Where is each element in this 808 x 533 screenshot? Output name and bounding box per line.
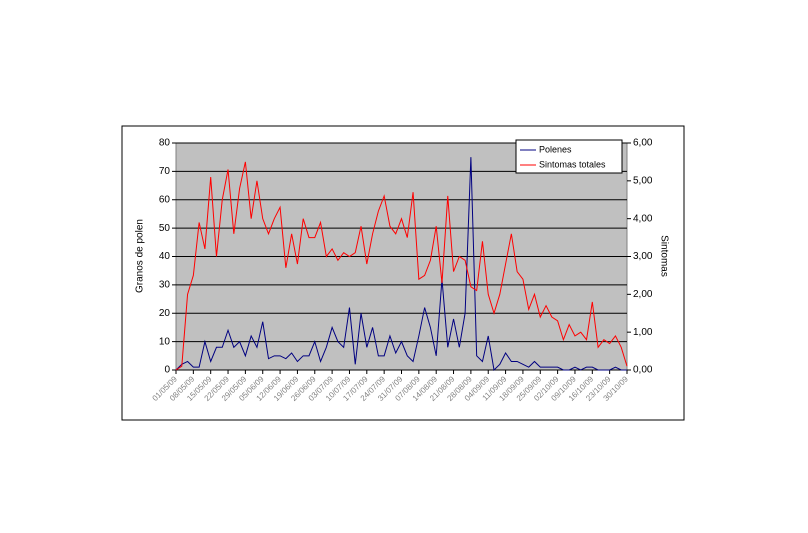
series-line: [175, 161, 628, 371]
y-tick-label: 60: [159, 194, 171, 205]
series-line: [175, 157, 627, 372]
y-tick-label: 40: [159, 251, 171, 262]
y2-tick-label: 0,00: [633, 365, 653, 376]
y-tick-label: 80: [159, 138, 171, 149]
y2-tick-label: 2,00: [633, 289, 653, 300]
y-axis-title: Granos de polen: [135, 219, 146, 293]
y-tick-label: 30: [159, 280, 171, 291]
y2-tick-label: 4,00: [633, 213, 653, 224]
y-tick-label: 50: [159, 223, 171, 234]
y-tick-label: 70: [159, 166, 171, 177]
y2-tick-label: 1,00: [633, 327, 653, 338]
y2-tick-label: 3,00: [633, 251, 653, 262]
legend-label: Polenes: [539, 144, 572, 154]
y-tick-label: 20: [159, 308, 171, 319]
y2-tick-label: 6,00: [633, 138, 653, 149]
y2-tick-label: 5,00: [633, 175, 653, 186]
y2-axis-title: Sintomas: [658, 235, 669, 277]
legend-label: Sintomas totales: [539, 159, 606, 169]
legend-box: [515, 139, 623, 174]
y-tick-label: 10: [159, 336, 171, 347]
y-tick-label: 0: [164, 365, 170, 376]
